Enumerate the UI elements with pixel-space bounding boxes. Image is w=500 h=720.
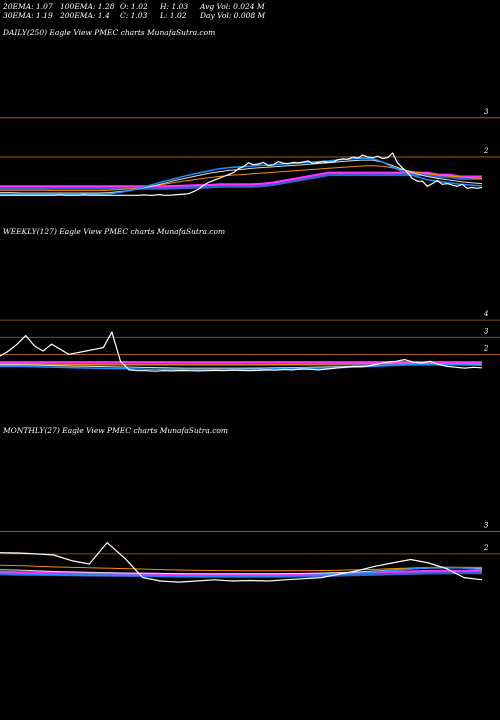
weekly-y-tick-label: 4 — [483, 310, 488, 318]
daily-ema100-line — [0, 165, 483, 192]
daily-chart: 32 — [0, 108, 500, 196]
ema20-readout: 20EMA: 1.07 — [3, 2, 53, 11]
monthly-chart: 32 — [0, 521, 500, 583]
daily-ema20-line — [0, 157, 483, 196]
daily-price-band — [0, 173, 482, 190]
ema100-readout: 100EMA: 1.28 — [60, 2, 115, 11]
monthly-panel-title: MONTHLY(27) Eagle View PMEC charts Munaf… — [3, 426, 229, 435]
daily-ema30-line — [0, 159, 483, 194]
weekly-ema20-line — [0, 363, 483, 371]
daily-y-tick-label: 2 — [483, 147, 489, 155]
ema200-readout: 200EMA: 1.4 — [60, 11, 110, 20]
monthly-y-tick-label: 2 — [483, 544, 489, 552]
daily-panel-title: DAILY(250) Eagle View PMEC charts Munafa… — [3, 28, 216, 37]
weekly-chart: 4 3 2 — [0, 310, 500, 372]
monthly-price-line — [0, 541, 483, 583]
high-readout: H: 1.03 — [160, 2, 189, 11]
daily-price-line — [0, 152, 483, 196]
close-readout: C: 1.03 — [120, 11, 148, 20]
weekly-y-tick-label: 2 — [483, 344, 489, 352]
weekly-panel-title: WEEKLY(127) Eagle View PMEC charts Munaf… — [3, 227, 226, 236]
avg-volume-readout: Avg Vol: 0.024 M — [200, 2, 265, 11]
weekly-price-line — [0, 331, 483, 372]
daily-ema200-line — [0, 171, 482, 188]
day-volume-readout: Day Vol: 0.008 M — [200, 11, 266, 20]
monthly-ema20-line — [0, 566, 483, 577]
monthly-ema100-line — [0, 564, 483, 572]
daily-y-tick-label: 3 — [484, 108, 489, 116]
low-readout: L: 1.02 — [160, 11, 187, 20]
weekly-ema100-line — [0, 362, 483, 366]
ema30-readout: 30EMA: 1.19 — [3, 11, 53, 20]
weekly-y-tick-label: 3 — [484, 327, 489, 335]
open-readout: O: 1.02 — [120, 2, 148, 11]
monthly-y-tick-label: 3 — [484, 521, 489, 529]
